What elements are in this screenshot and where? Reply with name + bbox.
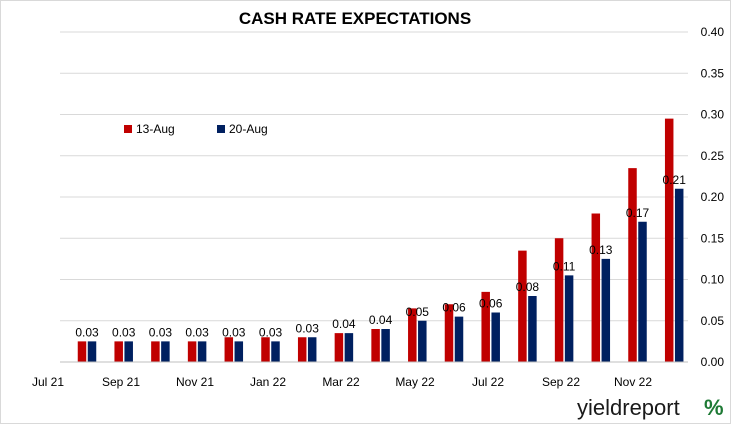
bar-20-aug <box>271 341 280 362</box>
y-tick-label: 0.00 <box>701 355 725 369</box>
legend-item-13-aug: 13-Aug <box>124 122 175 136</box>
bar-13-aug <box>554 238 564 362</box>
y-axis: 0.00 0.05 0.10 0.15 0.20 0.25 0.30 0.35 0.40 <box>701 25 725 369</box>
bar-20-aug <box>564 275 574 362</box>
x-tick-label: Jul 22 <box>472 375 504 389</box>
legend-swatch-13-aug <box>124 125 132 133</box>
y-tick-label: 0.40 <box>701 25 725 39</box>
bar-20-aug <box>307 337 317 362</box>
legend-swatch-20-aug <box>217 125 225 133</box>
yieldreport-logo: yieldreport % <box>577 395 724 420</box>
chart-title: CASH RATE EXPECTATIONS <box>239 9 471 28</box>
y-tick-label: 0.30 <box>701 108 725 122</box>
x-tick-label: Nov 22 <box>614 375 652 389</box>
data-labels: 0.03 0.03 0.03 0.03 0.03 0.03 0.03 0.04 0.04 0.05… <box>75 173 686 340</box>
bar-13-aug <box>444 304 454 362</box>
data-label: 0.03 <box>222 325 246 339</box>
bar-20-aug <box>197 341 207 362</box>
bar-13-aug <box>664 118 674 362</box>
bar-13-aug <box>151 341 160 362</box>
data-label: 0.04 <box>332 317 356 331</box>
x-tick-label: Mar 22 <box>322 375 360 389</box>
bar-13-aug <box>628 168 637 362</box>
bar-13-aug <box>187 341 197 362</box>
bar-13-aug <box>297 337 307 362</box>
bar-13-aug <box>77 341 87 362</box>
bar-13-aug <box>261 337 270 362</box>
bar-20-aug <box>601 258 611 362</box>
x-tick-label: Nov 21 <box>176 375 214 389</box>
data-label: 0.11 <box>553 259 576 273</box>
bar-20-aug <box>344 333 354 362</box>
bar-20-aug <box>454 316 464 362</box>
bar-20-aug <box>674 188 684 362</box>
y-tick-label: 0.15 <box>701 231 725 245</box>
data-label: 0.03 <box>296 321 320 335</box>
data-label: 0.13 <box>589 243 613 257</box>
logo-percent-symbol: % <box>704 395 724 420</box>
bar-13-aug <box>114 341 123 362</box>
bar-20-aug <box>381 329 390 362</box>
data-label: 0.03 <box>259 325 283 339</box>
data-label: 0.03 <box>75 325 99 339</box>
legend-item-20-aug: 20-Aug <box>217 122 268 136</box>
bar-20-aug <box>491 312 500 362</box>
bar-20-aug <box>161 341 170 362</box>
bar-20-aug <box>124 341 133 362</box>
bar-20-aug <box>87 341 97 362</box>
x-tick-label: Jul 21 <box>32 375 64 389</box>
x-tick-label: Jan 22 <box>250 375 286 389</box>
bar-13-aug <box>371 329 380 362</box>
x-tick-label: Sep 21 <box>102 375 140 389</box>
bar-13-aug <box>481 291 490 362</box>
bar-13-aug <box>408 308 417 362</box>
y-tick-label: 0.20 <box>701 190 725 204</box>
data-label: 0.03 <box>185 325 209 339</box>
bar-13-aug <box>224 337 234 362</box>
y-tick-label: 0.35 <box>701 66 725 80</box>
x-tick-label: Sep 22 <box>542 375 580 389</box>
x-axis: Jul 21 Sep 21 Nov 21 Jan 22 Mar 22 May 22 Jul … <box>32 361 688 389</box>
data-label: 0.08 <box>516 280 540 294</box>
data-label: 0.05 <box>406 305 430 319</box>
bar-20-aug <box>528 296 537 362</box>
data-label: 0.03 <box>112 325 136 339</box>
logo-wordmark: yieldreport <box>577 395 680 420</box>
bar-13-aug <box>334 333 344 362</box>
legend: 13-Aug 20-Aug <box>124 122 268 136</box>
data-label: 0.21 <box>663 173 687 187</box>
data-label: 0.06 <box>442 301 466 315</box>
legend-label-13-aug: 13-Aug <box>136 122 175 136</box>
bar-13-aug <box>518 250 527 362</box>
bar-20-aug <box>638 221 647 362</box>
y-tick-label: 0.05 <box>701 314 725 328</box>
bar-13-aug <box>591 213 601 362</box>
x-tick-label: May 22 <box>395 375 435 389</box>
data-label: 0.17 <box>626 206 650 220</box>
legend-label-20-aug: 20-Aug <box>229 122 268 136</box>
bar-20-aug <box>234 341 244 362</box>
data-label: 0.03 <box>149 325 173 339</box>
data-label: 0.04 <box>369 313 393 327</box>
bars <box>77 118 684 362</box>
y-tick-label: 0.25 <box>701 149 725 163</box>
y-tick-label: 0.10 <box>701 273 725 287</box>
bar-20-aug <box>418 320 427 362</box>
data-label: 0.06 <box>479 297 503 311</box>
